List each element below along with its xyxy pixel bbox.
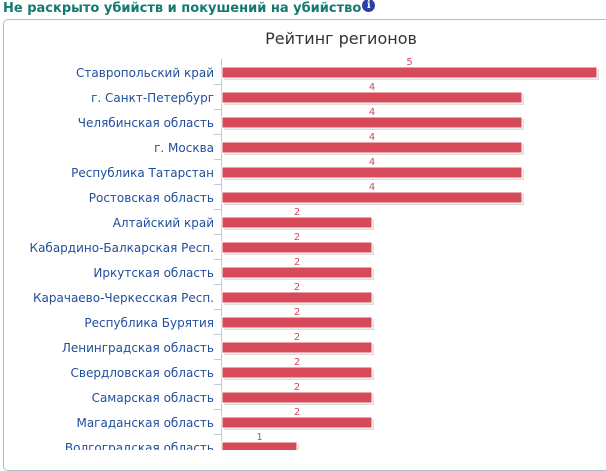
data-label: 4 bbox=[369, 107, 375, 118]
category-label: Самарская область bbox=[92, 391, 214, 405]
bar bbox=[221, 141, 523, 154]
category-label: Челябинская область bbox=[78, 116, 214, 130]
data-label: 2 bbox=[294, 282, 300, 293]
category-label: Ленинградская область bbox=[62, 341, 214, 355]
data-label: 4 bbox=[369, 82, 375, 93]
category-label: Ростовская область bbox=[89, 191, 214, 205]
section-title: Не раскрыто убийств и покушений на убийс… bbox=[3, 1, 362, 16]
category-label: Магаданская область bbox=[76, 416, 214, 430]
data-label: 2 bbox=[294, 357, 300, 368]
data-label: 2 bbox=[294, 257, 300, 268]
data-label: 1 bbox=[256, 432, 262, 443]
data-label: 2 bbox=[294, 207, 300, 218]
bar bbox=[221, 91, 523, 104]
data-label: 4 bbox=[369, 132, 375, 143]
data-label: 2 bbox=[294, 382, 300, 393]
section-header: Не раскрыто убийств и покушений на убийс… bbox=[3, 0, 376, 16]
bar bbox=[221, 366, 373, 379]
bar bbox=[221, 391, 373, 404]
bar bbox=[221, 216, 373, 229]
data-label: 2 bbox=[294, 407, 300, 418]
bar bbox=[221, 241, 373, 254]
data-label: 4 bbox=[369, 157, 375, 168]
bar bbox=[221, 441, 298, 450]
category-label: Кабардино-Балкарская Респ. bbox=[30, 241, 214, 255]
category-label: г. Москва bbox=[154, 141, 214, 155]
bar bbox=[221, 341, 373, 354]
data-label: 2 bbox=[294, 307, 300, 318]
data-label: 2 bbox=[294, 332, 300, 343]
bar bbox=[221, 116, 523, 129]
category-label: г. Санкт-Петербург bbox=[91, 91, 214, 105]
category-label: Республика Бурятия bbox=[84, 316, 214, 330]
data-label: 4 bbox=[369, 182, 375, 193]
category-label: Республика Татарстан bbox=[71, 166, 214, 180]
bar bbox=[221, 66, 598, 79]
bar bbox=[221, 166, 523, 179]
category-label: Волгоградская область bbox=[65, 441, 214, 450]
bar-chart: Рейтинг регионов Ставропольский край 5 г. С… bbox=[30, 29, 599, 450]
category-label: Алтайский край bbox=[113, 216, 214, 230]
category-label: Свердловская область bbox=[71, 366, 215, 380]
data-label: 5 bbox=[406, 57, 412, 68]
bar bbox=[221, 266, 373, 279]
data-label: 2 bbox=[294, 232, 300, 243]
bar bbox=[221, 291, 373, 304]
category-label: Иркутская область bbox=[93, 266, 214, 280]
category-label: Ставропольский край bbox=[76, 66, 214, 80]
bar bbox=[221, 191, 523, 204]
chart-title: Рейтинг регионов bbox=[265, 29, 417, 48]
category-label: Карачаево-Черкесская Респ. bbox=[33, 291, 214, 305]
bar bbox=[221, 316, 373, 329]
info-icon[interactable]: i bbox=[362, 0, 376, 12]
bar bbox=[221, 416, 373, 429]
